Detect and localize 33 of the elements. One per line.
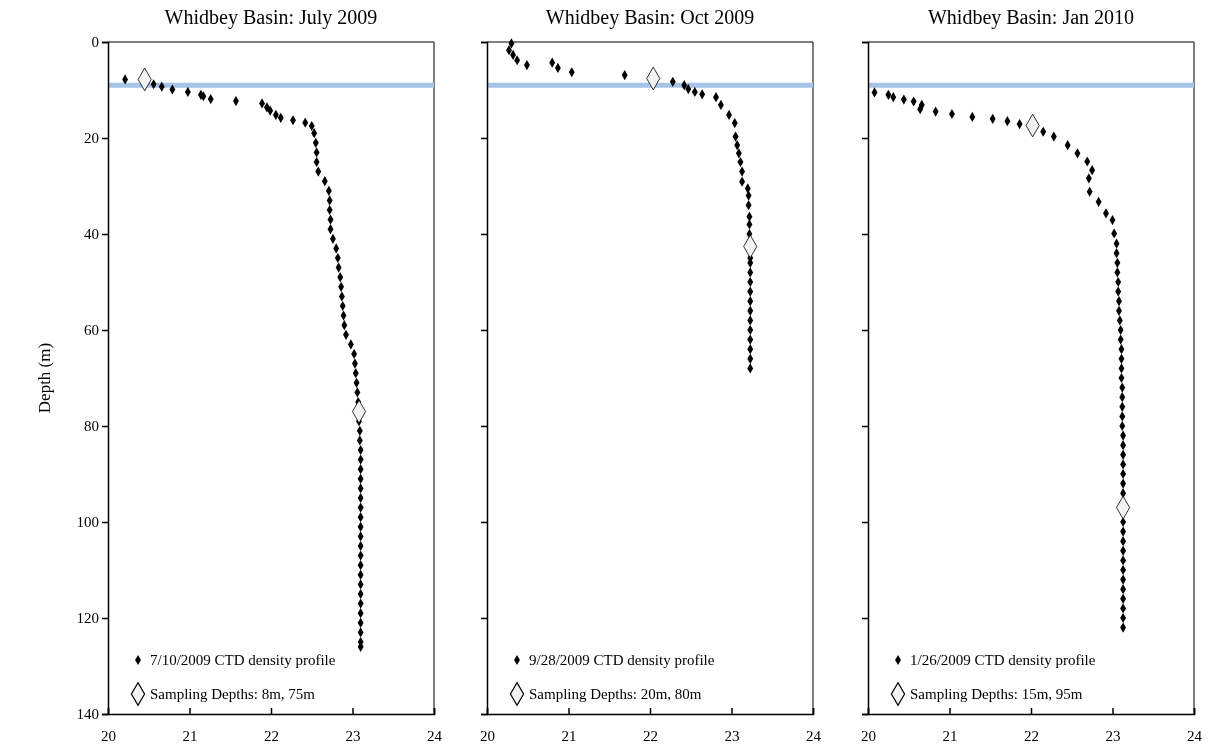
x-tick-label: 22: [264, 728, 279, 744]
y-tick-label: 140: [76, 706, 99, 723]
x-tick-label: 24: [1187, 728, 1203, 744]
y-tick-label: 40: [84, 226, 99, 243]
x-tick-label: 23: [1105, 728, 1121, 744]
legend-label: 7/10/2009 CTD density profile: [150, 652, 336, 668]
x-tick-label: 22: [643, 728, 658, 744]
legend-label: 1/26/2009 CTD density profile: [910, 652, 1096, 668]
y-tick-label: 60: [84, 322, 99, 339]
x-tick-label: 20: [480, 728, 495, 744]
x-tick-label: 21: [942, 728, 958, 744]
x-tick-label: 24: [806, 728, 822, 744]
y-tick-label: 0: [91, 34, 99, 51]
x-tick-label: 23: [724, 728, 740, 744]
chart-title: Whidbey Basin: July 2009: [164, 6, 378, 29]
legend-label: 9/28/2009 CTD density profile: [529, 652, 715, 668]
y-tick-label: 120: [76, 610, 99, 627]
y-tick-label: 100: [76, 514, 99, 531]
y-tick-label: 20: [84, 130, 99, 147]
chart-title: Whidbey Basin: Jan 2010: [927, 6, 1135, 29]
x-tick-label: 23: [345, 728, 361, 744]
x-tick-label: 24: [427, 728, 443, 744]
x-tick-label: 20: [861, 728, 876, 744]
legend-label: Sampling Depths: 20m, 80m: [529, 686, 702, 702]
legend-label: Sampling Depths: 15m, 95m: [910, 686, 1083, 702]
x-tick-label: 21: [182, 728, 198, 744]
x-tick-label: 20: [101, 728, 116, 744]
legend-label: Sampling Depths: 8m, 75m: [150, 686, 316, 702]
chart-title: Whidbey Basin: Oct 2009: [545, 6, 755, 29]
x-tick-label: 22: [1024, 728, 1039, 744]
y-axis-title: Depth (m): [35, 342, 54, 414]
y-tick-label: 80: [84, 418, 99, 435]
x-tick-label: 21: [561, 728, 577, 744]
